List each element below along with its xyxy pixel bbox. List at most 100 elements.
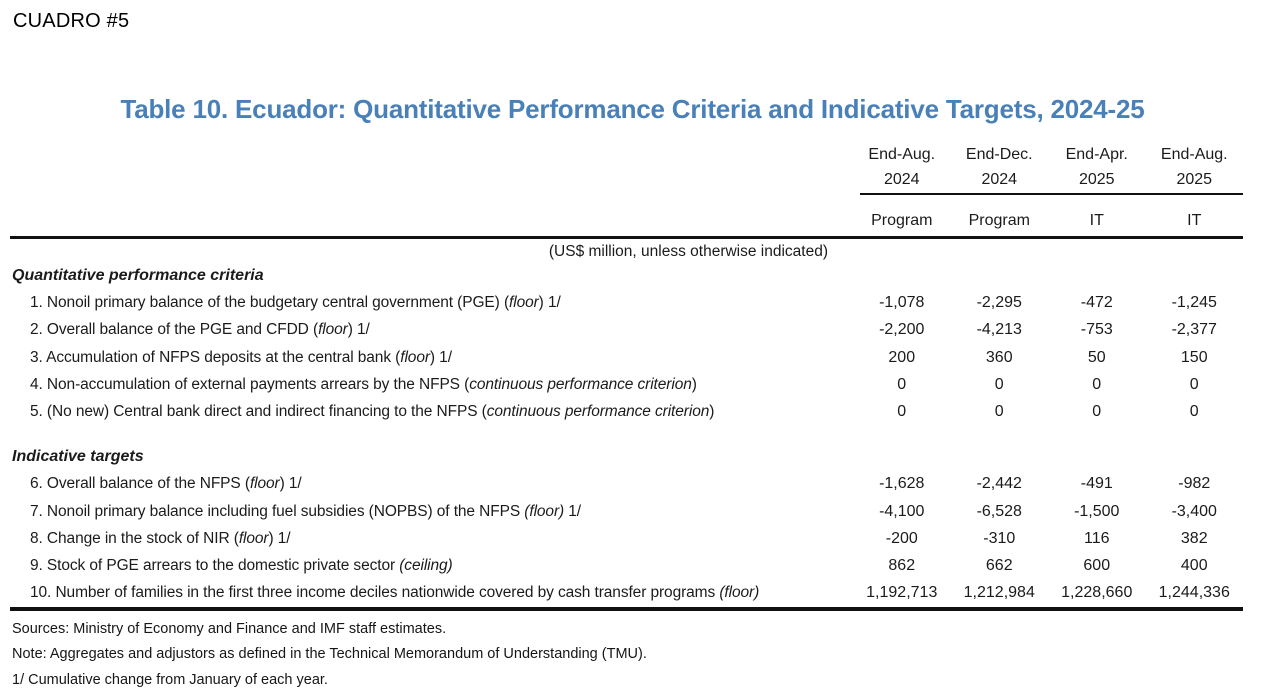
value-cell: -4,100 — [879, 502, 925, 520]
row-label: 7. Nonoil primary balance including fuel… — [10, 498, 853, 525]
value-cell: -491 — [1080, 475, 1113, 493]
row-label-italic-part: (floor) — [524, 502, 565, 520]
row-label-part: ) 1/ — [538, 294, 561, 312]
column-type-cell: IT — [1089, 212, 1104, 229]
table-row: 5. (No new) Central bank direct and indi… — [10, 398, 1243, 425]
value-cell: 150 — [1180, 348, 1208, 366]
value-cell: 382 — [1180, 529, 1208, 547]
row-label-part: ) 1/ — [268, 529, 291, 547]
row-label-italic-part: floor — [400, 348, 430, 366]
table-row: 10. Number of families in the first thre… — [10, 579, 1243, 606]
table-row: 6. Overall balance of the NFPS (floor) 1… — [10, 470, 1243, 497]
footnotes: Sources: Ministry of Economy and Finance… — [12, 617, 647, 693]
value-cell: 1,228,660 — [1061, 584, 1133, 602]
value-cell: 1,212,984 — [963, 584, 1035, 602]
row-label-italic-part: (floor) — [719, 584, 760, 602]
value-cell: 0 — [897, 375, 907, 393]
row-label-italic-part: floor — [249, 475, 280, 493]
value-cell: -2,442 — [976, 475, 1022, 493]
value-cell: 0 — [1092, 375, 1102, 393]
value-cell: -1,078 — [879, 294, 925, 312]
value-cell: 116 — [1083, 529, 1110, 547]
row-label: 10. Number of families in the first thre… — [10, 579, 853, 606]
table-row: 4. Non-accumulation of external payments… — [10, 371, 1243, 398]
column-type-cell: Program — [968, 212, 1030, 229]
row-label-part: ) — [709, 402, 715, 420]
footnote-line: 1/ Cumulative change from January of eac… — [12, 671, 328, 688]
section-header: Indicative targets — [12, 448, 144, 466]
row-label: 3. Accumulation of NFPS deposits at the … — [10, 344, 853, 371]
table-row: 8. Change in the stock of NIR (floor) 1/… — [10, 525, 1243, 552]
value-cell: -2,295 — [976, 294, 1022, 312]
value-cell: 862 — [888, 556, 916, 574]
value-cell: -753 — [1080, 321, 1113, 339]
value-cell: -310 — [983, 529, 1016, 547]
row-label-part: 5. (No new) Central bank direct and indi… — [30, 402, 487, 420]
column-year: 2025 — [1176, 171, 1213, 188]
value-cell: -1,245 — [1171, 294, 1217, 312]
column-year: 2024 — [883, 171, 920, 188]
value-cell: 400 — [1180, 556, 1208, 574]
column-header-cell: End-Dec. 2024 — [951, 142, 1049, 192]
table-top-rule — [10, 236, 1243, 239]
table-row: 9. Stock of PGE arrears to the domestic … — [10, 552, 1243, 579]
value-cell: 0 — [1189, 402, 1199, 420]
row-label: 2. Overall balance of the PGE and CFDD (… — [10, 316, 853, 343]
value-cell: -2,377 — [1171, 321, 1217, 339]
column-period: End-Apr. — [1065, 146, 1128, 163]
row-label-part: 1. Nonoil primary balance of the budgeta… — [30, 294, 510, 312]
row-label-part: 4. Non-accumulation of external payments… — [30, 375, 470, 393]
row-label-italic-part: floor — [238, 529, 269, 547]
value-cell: -200 — [885, 529, 918, 547]
value-cell: -6,528 — [976, 502, 1022, 520]
value-cell: 662 — [985, 556, 1013, 574]
row-label: 8. Change in the stock of NIR (floor) 1/ — [10, 525, 853, 552]
column-header-cell: End-Aug. 2024 — [853, 142, 951, 192]
value-cell: 0 — [1189, 375, 1199, 393]
row-label-part: ) 1/ — [347, 321, 370, 339]
column-year: 2024 — [981, 171, 1018, 188]
value-cell: 600 — [1083, 556, 1111, 574]
row-label: 9. Stock of PGE arrears to the domestic … — [10, 552, 853, 579]
column-subheaders: Program Program IT IT — [853, 208, 1243, 233]
column-headers: End-Aug. 2024 End-Dec. 2024 End-Apr. 2025 End-… — [853, 142, 1243, 192]
table-body: Quantitative performance criteria 1. Nono… — [10, 262, 1243, 606]
value-cell: 1,244,336 — [1158, 584, 1230, 602]
row-label-part: 8. Change in the stock of NIR ( — [30, 529, 239, 547]
row-label-italic-part: (ceiling) — [399, 556, 453, 574]
value-cell: 0 — [897, 402, 907, 420]
row-label-part: 1/ — [564, 502, 582, 520]
row-label-part: ) 1/ — [279, 475, 302, 493]
section-header: Quantitative performance criteria — [12, 267, 264, 284]
column-period: End-Aug. — [868, 146, 936, 163]
row-label-part: 9. Stock of PGE arrears to the domestic … — [30, 556, 400, 574]
value-cell: -2,200 — [879, 321, 925, 339]
column-period: End-Dec. — [965, 146, 1033, 163]
corner-label: CUADRO #5 — [13, 10, 130, 32]
row-label: 6. Overall balance of the NFPS (floor) 1… — [10, 470, 853, 497]
value-cell: 50 — [1087, 348, 1106, 366]
value-cell: -4,213 — [976, 321, 1022, 339]
row-label-italic-part: floor — [509, 294, 539, 312]
row-label: 5. (No new) Central bank direct and indi… — [10, 398, 853, 425]
value-cell: 0 — [1092, 402, 1102, 420]
value-cell: 0 — [994, 402, 1004, 420]
column-type-cell: Program — [871, 212, 933, 229]
row-label-italic-part: continuous performance criterion — [469, 375, 692, 393]
table-row: 1. Nonoil primary balance of the budgeta… — [10, 289, 1243, 316]
table-row: 7. Nonoil primary balance including fuel… — [10, 498, 1243, 525]
row-label: 1. Nonoil primary balance of the budgeta… — [10, 289, 853, 316]
value-cell: -472 — [1080, 294, 1113, 312]
row-label-part: ) 1/ — [429, 348, 452, 366]
value-cell: -1,500 — [1074, 502, 1120, 520]
row-label-part: 7. Nonoil primary balance including fuel… — [30, 502, 525, 520]
row-label-part: 10. Number of families in the first thre… — [30, 584, 720, 602]
column-header-cell: End-Apr. 2025 — [1048, 142, 1146, 192]
row-label: 4. Non-accumulation of external payments… — [10, 371, 853, 398]
value-cell: -982 — [1178, 475, 1211, 493]
value-cell: 360 — [985, 348, 1013, 366]
table-row: 3. Accumulation of NFPS deposits at the … — [10, 344, 1243, 371]
column-year: 2025 — [1078, 171, 1115, 188]
section-gap — [10, 425, 1243, 443]
row-label-part: 6. Overall balance of the NFPS ( — [30, 475, 250, 493]
